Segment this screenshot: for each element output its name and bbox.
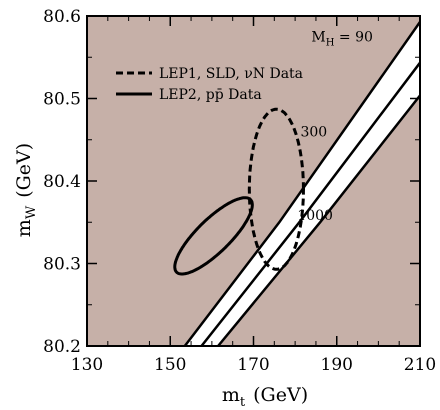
legend: LEP1, SLD, νN Data LEP2, pp̄ Data <box>116 66 303 103</box>
series-contour-lep1-sld-vn <box>247 107 305 271</box>
series-contour-lep2-ppbar <box>173 196 254 276</box>
y-tick-label: 80.4 <box>43 172 81 192</box>
x-tick-label: 190 <box>321 355 353 375</box>
y-axis-label: mW(GeV) <box>13 143 39 237</box>
x-tick-label: 210 <box>404 355 436 375</box>
axis-ticks <box>86 15 421 347</box>
tick-labels: 130 150 170 190 210 80.2 80.3 80.4 80.5 80.6 <box>43 7 436 375</box>
band-edge-line-1000 <box>217 93 420 346</box>
band-annotations: MH = 90 300 1000 <box>297 30 373 224</box>
band-edge-line-300 <box>200 60 420 346</box>
band-label-mh-90: MH = 90 <box>311 30 373 49</box>
band-label-1000: 1000 <box>297 208 333 224</box>
legend-label-lep2: LEP2, pp̄ Data <box>159 87 262 103</box>
y-tick-label: 80.6 <box>43 7 81 27</box>
y-tick-label: 80.3 <box>43 255 81 275</box>
band-label-300: 300 <box>300 125 327 141</box>
plot-area <box>173 19 420 346</box>
x-tick-label: 150 <box>154 355 186 375</box>
x-axis-label: mt (GeV) <box>222 384 308 410</box>
legend-label-lep1: LEP1, SLD, νN Data <box>159 66 303 82</box>
y-tick-label: 80.5 <box>43 90 81 110</box>
x-tick-label: 130 <box>71 355 103 375</box>
y-tick-label: 80.2 <box>43 337 81 357</box>
band-edge-line-90 <box>183 19 420 346</box>
x-tick-label: 170 <box>237 355 269 375</box>
